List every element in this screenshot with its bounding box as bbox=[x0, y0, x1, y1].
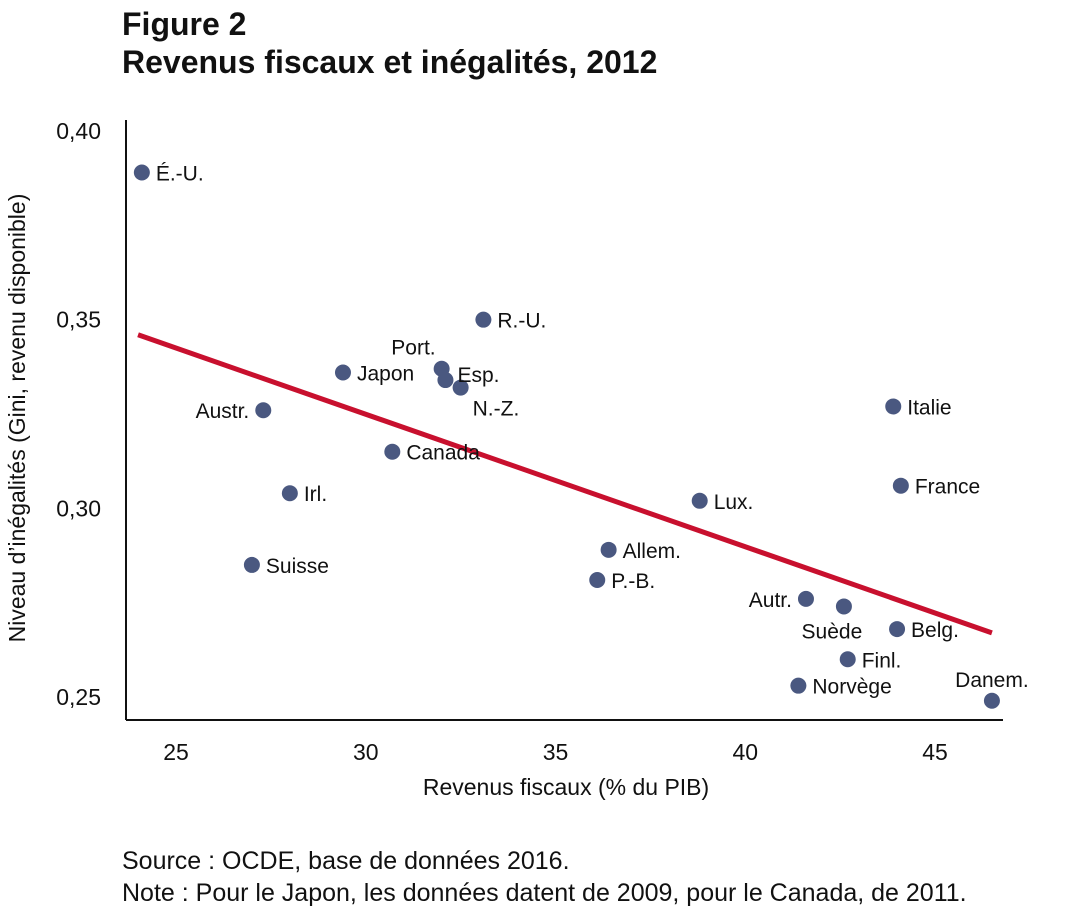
data-point bbox=[885, 398, 902, 415]
x-tick-label: 30 bbox=[353, 739, 379, 765]
data-point bbox=[797, 590, 814, 607]
point-label: N.-Z. bbox=[473, 398, 520, 421]
y-tick-label: 0,25 bbox=[56, 684, 101, 710]
point-label: Finl. bbox=[862, 649, 902, 672]
point-label: Lux. bbox=[714, 491, 754, 514]
data-point bbox=[889, 621, 906, 638]
data-point bbox=[281, 485, 298, 502]
y-tick-label: 0,30 bbox=[56, 495, 101, 521]
x-tick-label: 35 bbox=[543, 739, 569, 765]
data-point bbox=[839, 651, 856, 668]
point-label: Norvège bbox=[812, 676, 891, 699]
point-label: Esp. bbox=[457, 364, 499, 387]
data-point bbox=[334, 364, 351, 381]
data-point bbox=[892, 477, 909, 494]
trend-line bbox=[137, 332, 993, 636]
data-point bbox=[691, 492, 708, 509]
point-label: Belg. bbox=[911, 619, 959, 642]
data-point bbox=[790, 677, 807, 694]
y-axis-title: Niveau d’inégalités (Gini, revenu dispon… bbox=[4, 194, 30, 643]
source-note: Source : OCDE, base de données 2016. bbox=[122, 847, 570, 875]
y-tick-label: 0,35 bbox=[56, 307, 101, 333]
data-point bbox=[475, 311, 492, 328]
point-label: Japon bbox=[357, 362, 414, 385]
point-label: Suède bbox=[802, 620, 863, 643]
x-tick-label: 40 bbox=[732, 739, 758, 765]
y-tick-label: 0,40 bbox=[56, 118, 101, 144]
footnote: Note : Pour le Japon, les données datent… bbox=[122, 879, 967, 907]
x-tick-label: 45 bbox=[922, 739, 948, 765]
data-point bbox=[255, 402, 272, 419]
data-point bbox=[243, 556, 260, 573]
figure-label: Figure 2 bbox=[122, 6, 247, 42]
point-label: É.-U. bbox=[156, 163, 204, 186]
point-label: Suisse bbox=[266, 555, 329, 578]
point-label: Danem. bbox=[955, 669, 1029, 692]
data-point bbox=[983, 692, 1000, 709]
point-label: Italie bbox=[907, 396, 951, 419]
data-point bbox=[600, 541, 617, 558]
x-tick-label: 25 bbox=[163, 739, 189, 765]
data-point bbox=[384, 443, 401, 460]
point-label: Irl. bbox=[304, 483, 327, 506]
point-label: Autr. bbox=[749, 589, 792, 612]
data-point bbox=[589, 572, 606, 589]
point-label: Allem. bbox=[623, 540, 681, 563]
point-label: Canada bbox=[406, 442, 480, 465]
point-label: R.-U. bbox=[497, 310, 546, 333]
data-point bbox=[452, 379, 469, 396]
point-label: Austr. bbox=[196, 400, 250, 423]
point-label: Port. bbox=[391, 337, 435, 360]
data-point bbox=[437, 372, 454, 389]
chart-title: Revenus fiscaux et inégalités, 2012 bbox=[122, 44, 658, 80]
point-label: France bbox=[915, 476, 980, 499]
x-axis-title: Revenus fiscaux (% du PIB) bbox=[423, 774, 709, 800]
point-label: P.-B. bbox=[611, 570, 655, 593]
data-point bbox=[835, 598, 852, 615]
data-point bbox=[133, 164, 150, 181]
